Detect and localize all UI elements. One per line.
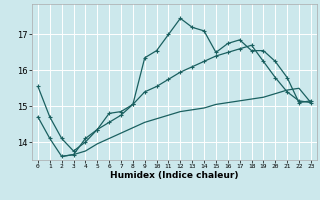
X-axis label: Humidex (Indice chaleur): Humidex (Indice chaleur) xyxy=(110,171,239,180)
